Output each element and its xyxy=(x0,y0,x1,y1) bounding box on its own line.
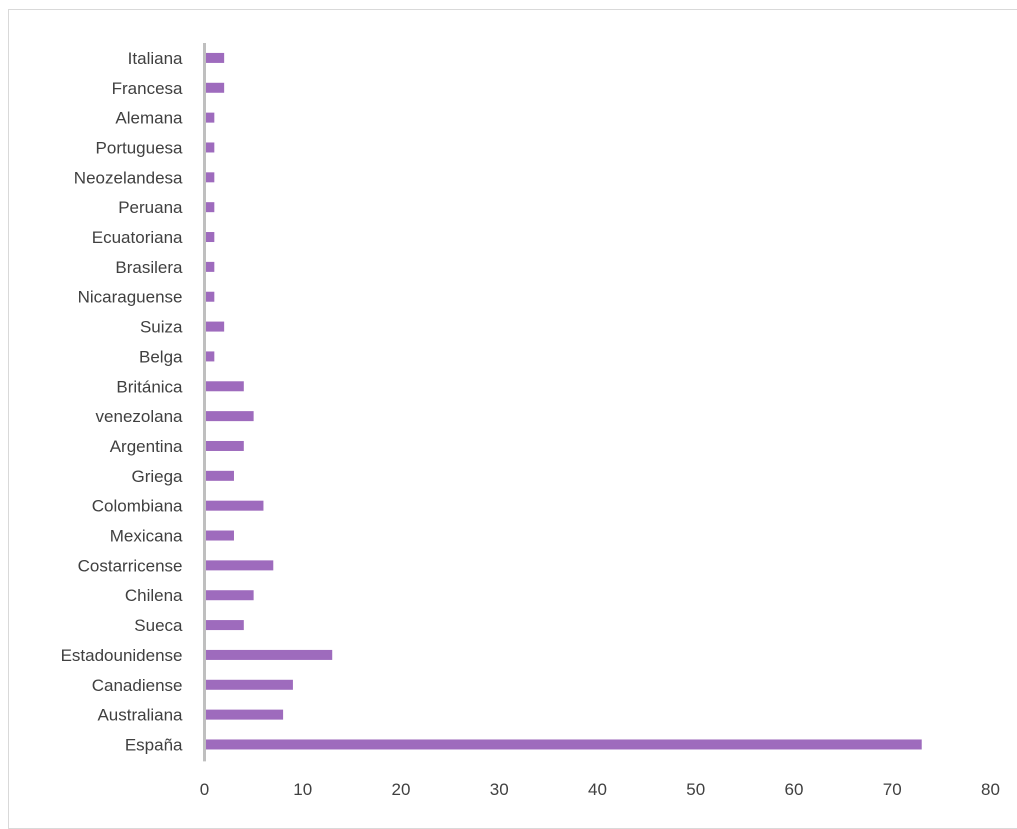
x-tick-label-80: 80 xyxy=(981,780,1000,799)
bar-ecuatoriana xyxy=(205,232,215,243)
bar-sueca xyxy=(205,620,244,631)
bar-neozelandesa xyxy=(205,172,215,183)
x-tick-label-70: 70 xyxy=(883,780,902,799)
category-label-canadiense: Canadiense xyxy=(92,676,183,695)
bar-francesa xyxy=(205,82,225,93)
category-label-neozelandesa: Neozelandesa xyxy=(74,168,183,187)
bar-belga xyxy=(205,351,215,362)
x-tick-label-30: 30 xyxy=(490,780,509,799)
category-label-italiana: Italiana xyxy=(128,49,183,68)
bar-chilena xyxy=(205,590,254,601)
category-label-sueca: Sueca xyxy=(134,616,183,635)
bar-mexicana xyxy=(205,530,234,541)
bar-canadiense xyxy=(205,679,293,690)
category-label-belga: Belga xyxy=(139,347,183,366)
bar-venezolana xyxy=(205,411,254,422)
category-label-colombiana: Colombiana xyxy=(92,497,183,516)
category-label-griega: Griega xyxy=(131,467,183,486)
bars-group xyxy=(205,52,922,750)
bar-chart: Italiana Francesa Alemana Portuguesa Neozela… xyxy=(61,43,1000,799)
bar-suiza xyxy=(205,321,225,332)
bar-alemana xyxy=(205,112,215,123)
x-tick-label-20: 20 xyxy=(392,780,411,799)
x-tick-label-50: 50 xyxy=(686,780,705,799)
x-tick-label-40: 40 xyxy=(588,780,607,799)
bar-peruana xyxy=(205,202,215,213)
category-label-venezolana: venezolana xyxy=(96,407,184,426)
category-labels-group: Italiana Francesa Alemana Portuguesa Neozela… xyxy=(61,49,183,755)
category-label-ecuatoriana: Ecuatoriana xyxy=(92,228,183,247)
bar-griega xyxy=(205,470,234,481)
bar-espana xyxy=(205,739,922,750)
bar-portuguesa xyxy=(205,142,215,153)
category-label-estadounidense: Estadounidense xyxy=(61,646,183,665)
bar-brasilera xyxy=(205,261,215,272)
x-tick-label-60: 60 xyxy=(785,780,804,799)
category-label-argentina: Argentina xyxy=(110,437,183,456)
category-label-suiza: Suiza xyxy=(140,318,183,337)
category-label-nicaraguense: Nicaraguense xyxy=(78,288,183,307)
chart-frame xyxy=(8,9,1017,829)
bar-britanica xyxy=(205,381,244,392)
tick-labels-group: 0 10 20 30 40 50 60 70 80 xyxy=(200,780,1000,799)
bar-costarricense xyxy=(205,560,274,571)
category-label-alemana: Alemana xyxy=(115,109,183,128)
bar-nicaraguense xyxy=(205,291,215,302)
category-label-espana: España xyxy=(125,735,183,754)
bar-australiana xyxy=(205,709,284,720)
bar-argentina xyxy=(205,440,244,451)
bar-italiana xyxy=(205,52,225,63)
category-label-costarricense: Costarricense xyxy=(78,556,183,575)
x-tick-label-0: 0 xyxy=(200,780,209,799)
category-label-britanica: Británica xyxy=(116,377,183,396)
category-label-mexicana: Mexicana xyxy=(110,527,183,546)
category-label-portuguesa: Portuguesa xyxy=(96,138,183,157)
bar-estadounidense xyxy=(205,649,333,660)
category-label-francesa: Francesa xyxy=(112,79,183,98)
category-label-australiana: Australiana xyxy=(97,706,183,725)
category-label-chilena: Chilena xyxy=(125,586,183,605)
bar-colombiana xyxy=(205,500,264,511)
x-tick-label-10: 10 xyxy=(293,780,312,799)
category-label-brasilera: Brasilera xyxy=(115,258,183,277)
category-label-peruana: Peruana xyxy=(118,198,183,217)
